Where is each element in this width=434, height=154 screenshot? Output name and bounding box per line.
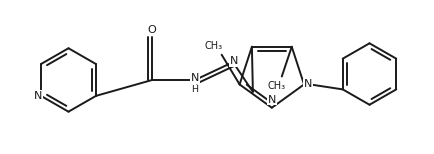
Text: N: N (230, 56, 238, 66)
Text: CH₃: CH₃ (204, 41, 223, 51)
Text: N: N (34, 91, 42, 101)
Text: N: N (304, 79, 312, 89)
Text: O: O (148, 25, 157, 35)
Text: N: N (191, 73, 199, 83)
Text: N: N (268, 95, 276, 105)
Text: H: H (191, 85, 199, 94)
Text: CH₃: CH₃ (268, 81, 286, 91)
